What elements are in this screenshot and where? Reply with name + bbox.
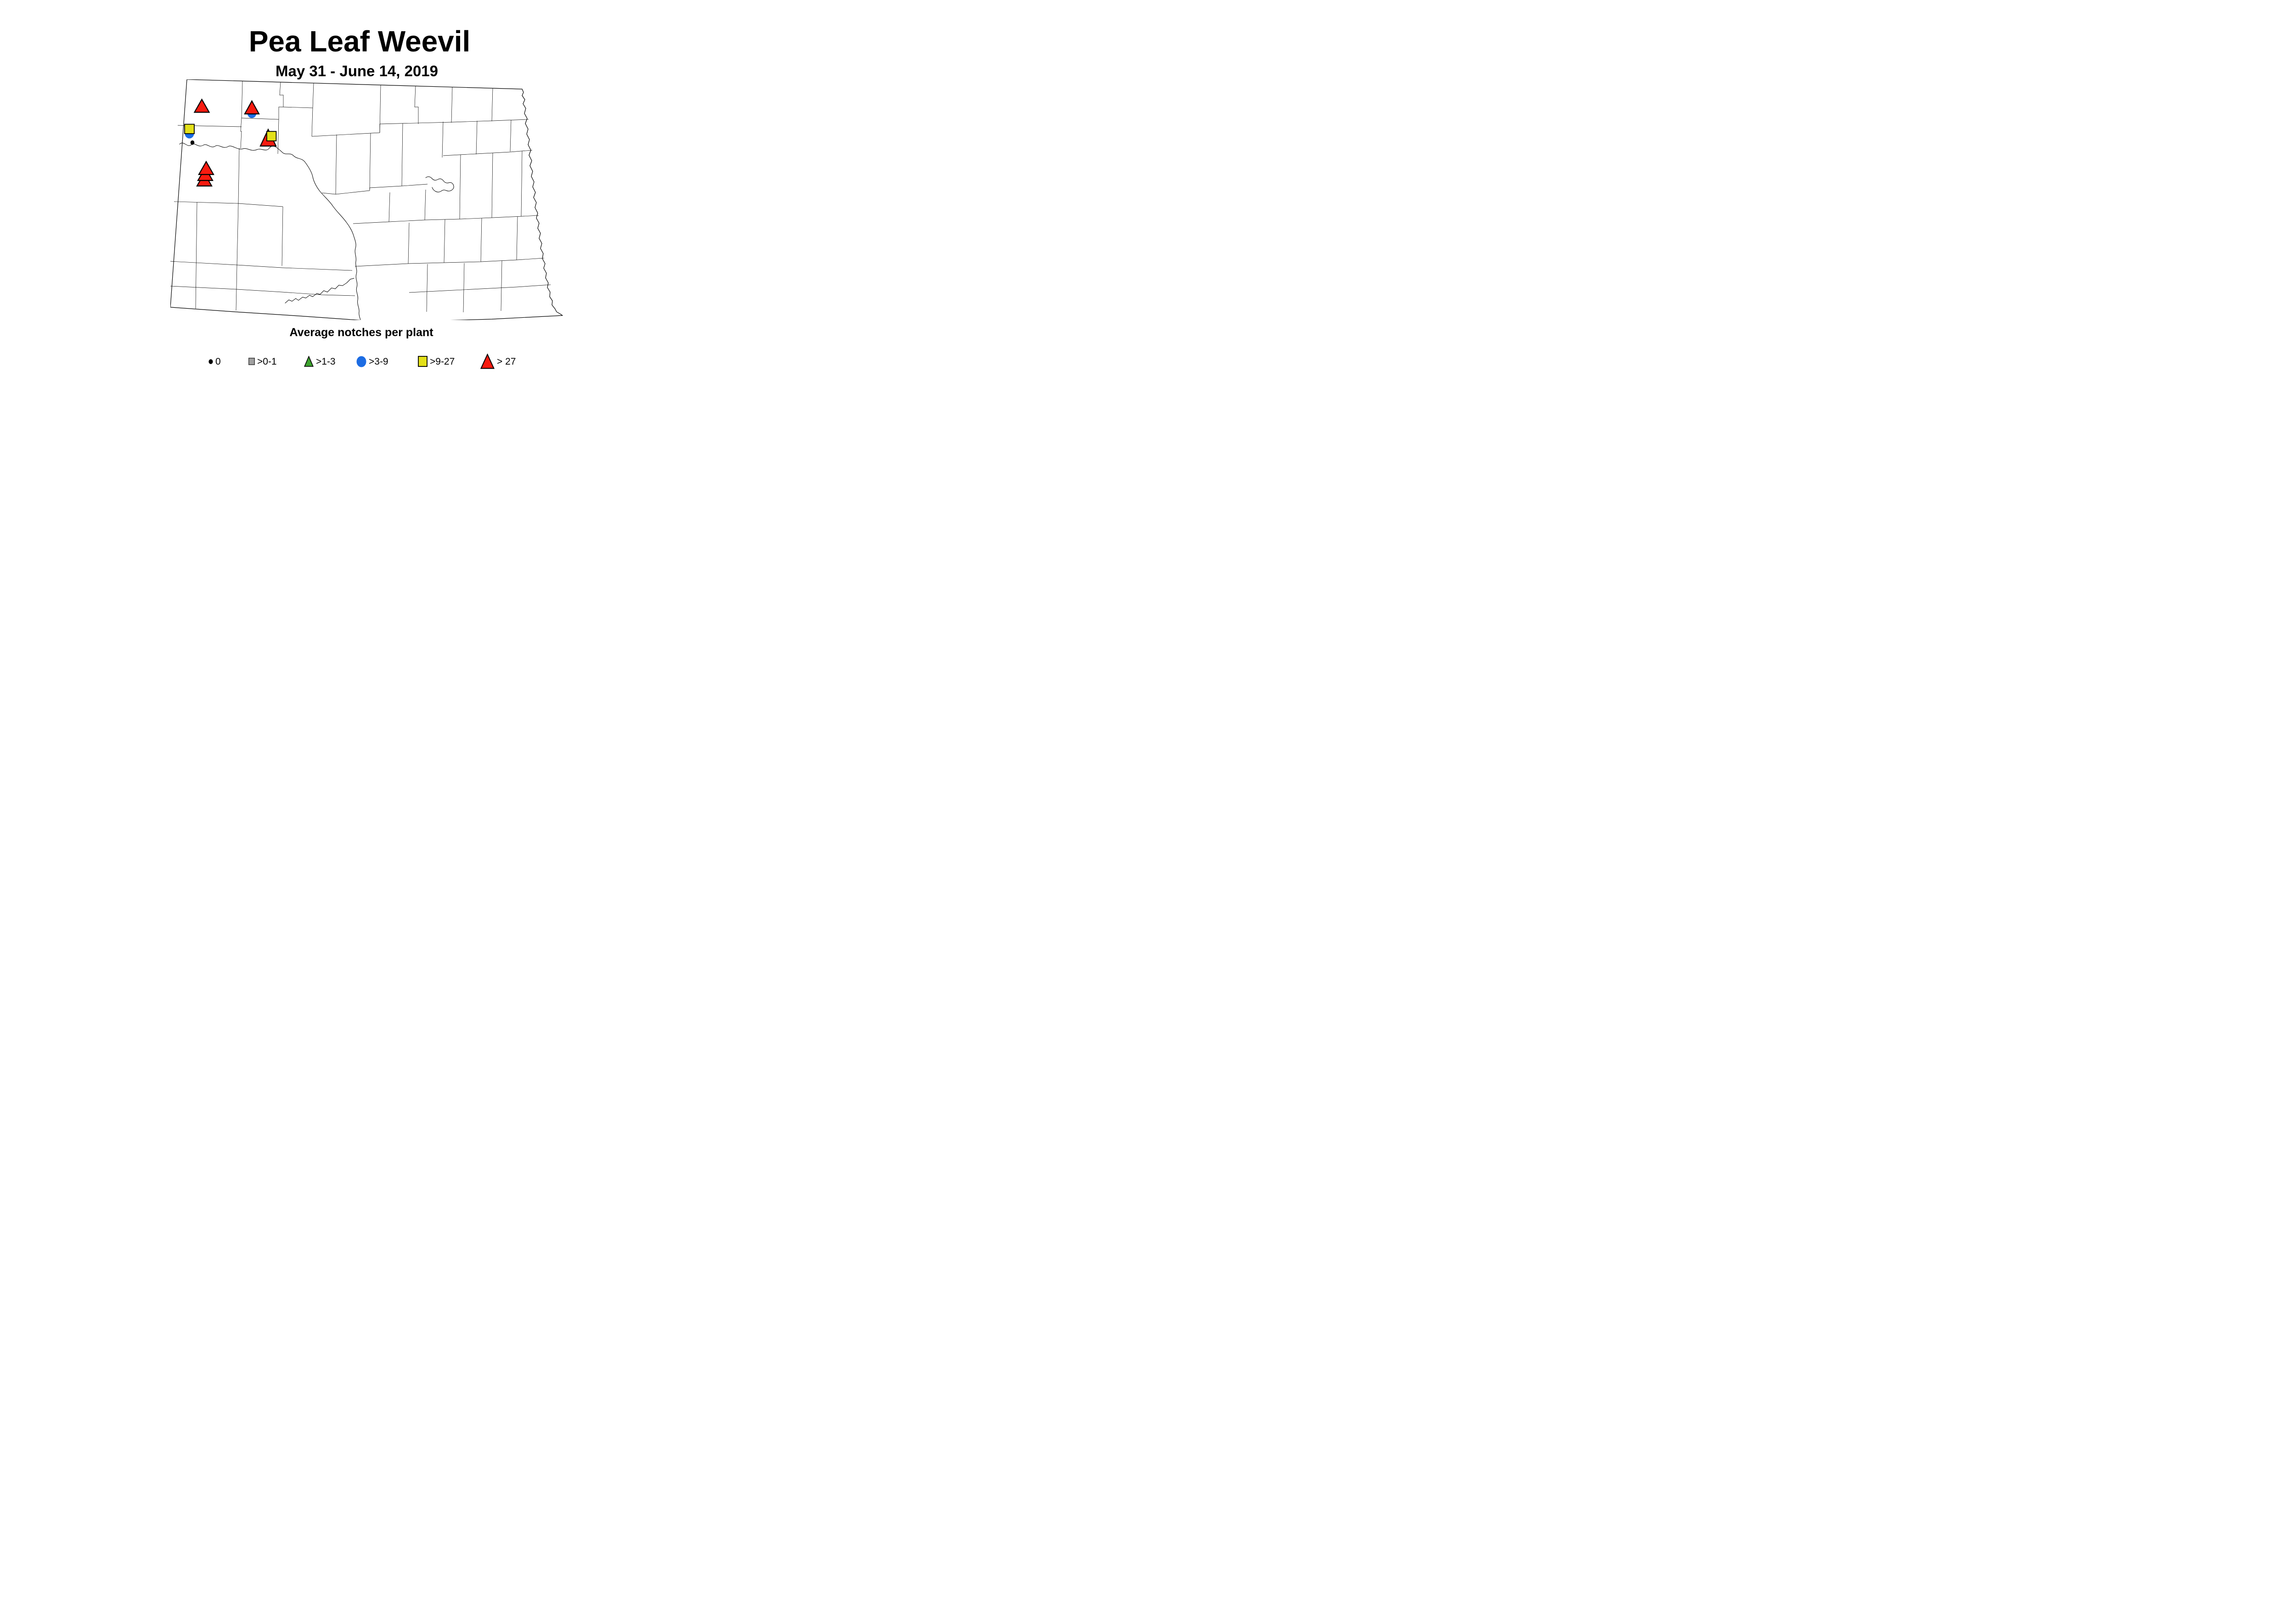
legend-label: >3-9	[369, 356, 388, 367]
legend-item-gt3-9: >3-9	[356, 353, 388, 370]
red-triangle-icon	[480, 354, 495, 369]
state-border	[170, 79, 563, 320]
legend-label: >1-3	[316, 356, 336, 367]
survey-site-markers	[184, 98, 277, 187]
figure-canvas: Pea Leaf Weevil May 31 - June 14, 2019	[0, 0, 764, 403]
legend-item-gt1-3: >1-3	[304, 353, 336, 370]
cannonball-river	[285, 278, 355, 304]
legend-label: >0-1	[257, 356, 277, 367]
legend-label: >9-27	[430, 356, 455, 367]
legend-item-gt0-1: >0-1	[248, 353, 277, 370]
north-dakota-county-map	[170, 79, 563, 320]
green-triangle-icon	[304, 356, 314, 367]
legend-item-0: 0	[208, 353, 221, 370]
marker-square-yellow	[266, 131, 277, 141]
missouri-river	[179, 142, 361, 320]
marker-dot-black	[190, 140, 195, 145]
gray-square-icon	[248, 358, 255, 365]
dot-icon	[208, 359, 213, 364]
legend-label: > 27	[497, 356, 516, 367]
legend-title: Average notches per plant	[289, 326, 433, 339]
county-boundaries	[170, 81, 551, 313]
yellow-square-icon	[418, 356, 428, 367]
figure-subtitle: May 31 - June 14, 2019	[275, 62, 439, 79]
marker-square-yellow	[184, 124, 195, 134]
legend-item-gt27: > 27	[480, 353, 516, 370]
rivers	[179, 142, 454, 320]
devils-lake	[425, 176, 454, 192]
figure-title: Pea Leaf Weevil	[248, 25, 471, 58]
marker-triangle-red	[193, 98, 210, 113]
legend-item-gt9-27: >9-27	[418, 353, 455, 370]
legend-label: 0	[215, 356, 221, 367]
marker-triangle-red	[244, 100, 260, 115]
blue-circle-icon	[356, 356, 366, 367]
marker-triangle-red	[198, 160, 214, 175]
